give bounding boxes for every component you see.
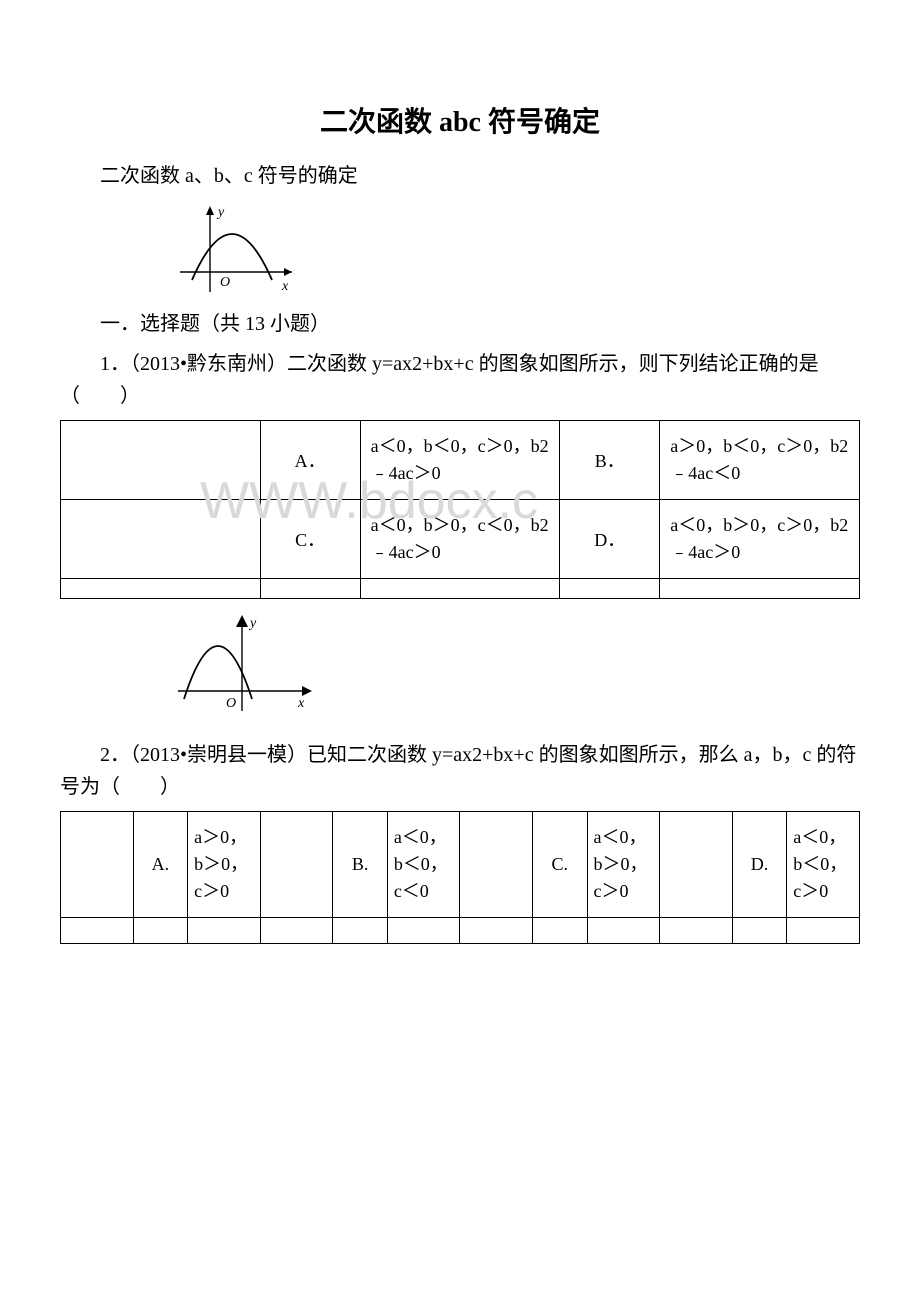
option-label-d: D. bbox=[732, 812, 786, 918]
table-row bbox=[61, 918, 860, 944]
x-arrow bbox=[284, 268, 292, 276]
x-arrow bbox=[302, 686, 312, 696]
option-value-a: a＞0，b＞0，c＞0 bbox=[188, 812, 261, 918]
x-label: x bbox=[297, 696, 305, 711]
option-label-a: A． bbox=[260, 421, 360, 500]
blank-cell bbox=[460, 812, 533, 918]
blank-cell bbox=[260, 918, 333, 944]
subtitle: 二次函数 a、b、c 符号的确定 bbox=[60, 160, 860, 192]
y-arrow bbox=[236, 615, 248, 627]
q1-text: 1．（2013•黔东南州）二次函数 y=ax2+bx+c 的图象如图所示，则下列… bbox=[60, 348, 860, 412]
blank-cell bbox=[260, 812, 333, 918]
blank-cell bbox=[188, 918, 261, 944]
option-label-c: C． bbox=[260, 500, 360, 579]
table-row bbox=[61, 579, 860, 599]
graph-q2: O x y bbox=[170, 611, 320, 721]
blank-cell bbox=[133, 918, 187, 944]
table-row: A. a＞0，b＞0，c＞0 B. a＜0，b＜0，c＜0 C. a＜0，b＞0… bbox=[61, 812, 860, 918]
option-label-b: B． bbox=[560, 421, 660, 500]
origin-label: O bbox=[220, 275, 230, 290]
option-label-c: C. bbox=[533, 812, 587, 918]
y-label: y bbox=[248, 616, 257, 631]
table-row: C． a＜0，b＞0，c＜0，b2﹣4ac＞0 D． a＜0，b＞0，c＞0，b… bbox=[61, 500, 860, 579]
blank-cell bbox=[61, 579, 261, 599]
y-arrow bbox=[206, 206, 214, 215]
blank-cell bbox=[260, 579, 360, 599]
option-value-d: a＜0，b＜0，c＞0 bbox=[787, 812, 860, 918]
blank-cell bbox=[587, 918, 660, 944]
blank-cell bbox=[333, 918, 387, 944]
option-value-a: a＜0，b＜0，c＞0，b2﹣4ac＞0 bbox=[360, 421, 560, 500]
blank-cell bbox=[61, 421, 261, 500]
option-label-d: D． bbox=[560, 500, 660, 579]
blank-cell bbox=[61, 918, 134, 944]
section-heading: 一．选择题（共 13 小题） bbox=[60, 308, 860, 340]
parabola-curve bbox=[192, 234, 272, 280]
option-value-b: a＜0，b＜0，c＜0 bbox=[387, 812, 460, 918]
origin-label: O bbox=[226, 696, 236, 711]
q2-options-table: A. a＞0，b＞0，c＞0 B. a＜0，b＜0，c＜0 C. a＜0，b＞0… bbox=[60, 811, 860, 944]
blank-cell bbox=[61, 500, 261, 579]
blank-cell bbox=[660, 918, 733, 944]
page-title: 二次函数 abc 符号确定 bbox=[60, 100, 860, 140]
option-value-c: a＜0，b＞0，c＞0 bbox=[587, 812, 660, 918]
blank-cell bbox=[533, 918, 587, 944]
y-label: y bbox=[216, 205, 225, 220]
blank-cell bbox=[660, 812, 733, 918]
option-value-c: a＜0，b＞0，c＜0，b2﹣4ac＞0 bbox=[360, 500, 560, 579]
q1-options-table: A． a＜0，b＜0，c＞0，b2﹣4ac＞0 B． a＞0，b＜0，c＞0，b… bbox=[60, 420, 860, 599]
blank-cell bbox=[387, 918, 460, 944]
table-row: A． a＜0，b＜0，c＞0，b2﹣4ac＞0 B． a＞0，b＜0，c＞0，b… bbox=[61, 421, 860, 500]
option-label-a: A. bbox=[133, 812, 187, 918]
blank-cell bbox=[460, 918, 533, 944]
blank-cell bbox=[732, 918, 786, 944]
graph-q-intro: O x y bbox=[170, 200, 300, 300]
blank-cell bbox=[660, 579, 860, 599]
blank-cell bbox=[560, 579, 660, 599]
blank-cell bbox=[787, 918, 860, 944]
q2-text: 2．（2013•崇明县一模）已知二次函数 y=ax2+bx+c 的图象如图所示，… bbox=[60, 739, 860, 803]
blank-cell bbox=[360, 579, 560, 599]
blank-cell bbox=[61, 812, 134, 918]
option-label-b: B. bbox=[333, 812, 387, 918]
option-value-b: a＞0，b＜0，c＞0，b2﹣4ac＜0 bbox=[660, 421, 860, 500]
option-value-d: a＜0，b＞0，c＞0，b2﹣4ac＞0 bbox=[660, 500, 860, 579]
x-label: x bbox=[281, 279, 289, 294]
